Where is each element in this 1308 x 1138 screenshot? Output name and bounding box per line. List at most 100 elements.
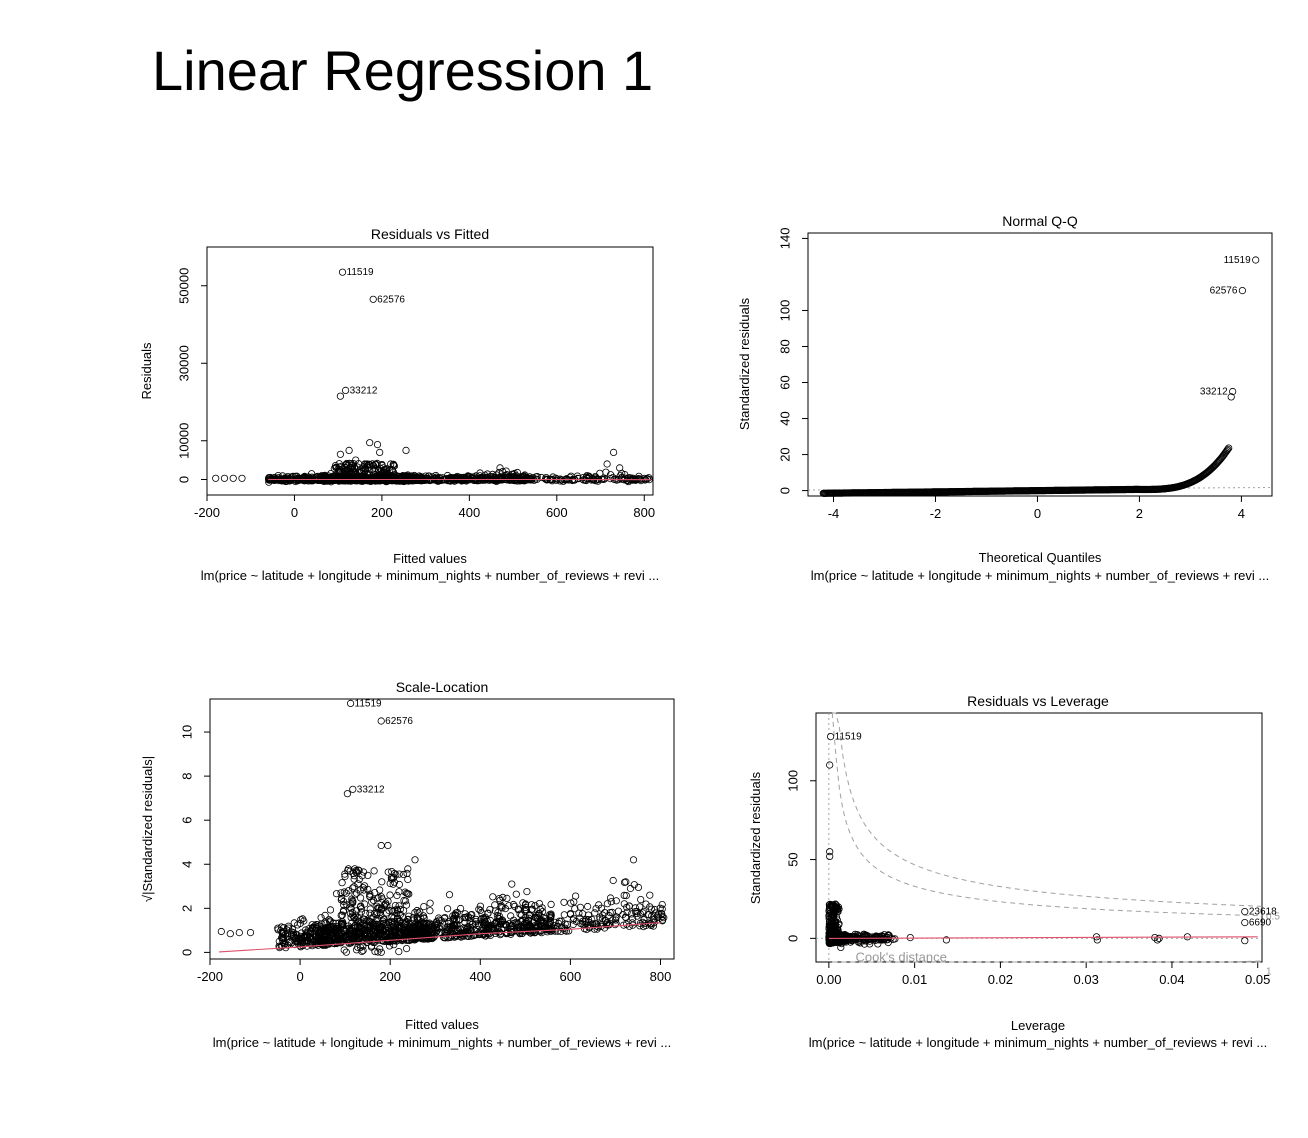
data-point: [411, 933, 419, 941]
data-point: [581, 917, 589, 926]
data-point: [495, 918, 503, 926]
data-point: [296, 942, 304, 950]
data-point: [390, 929, 399, 937]
data-point: [533, 915, 542, 923]
data-point: [521, 471, 529, 479]
data-point: [338, 268, 347, 276]
data-point: [513, 468, 522, 477]
data-point: [366, 909, 374, 917]
data-point: [347, 913, 355, 922]
data-point: [345, 446, 353, 454]
data-point: [335, 934, 343, 942]
data-point: [531, 922, 539, 930]
data-point: [361, 462, 369, 470]
point-label: 33212: [357, 784, 385, 795]
data-point: [334, 465, 342, 473]
data-point: [366, 439, 374, 447]
data-point: [621, 913, 630, 921]
data-point: [626, 884, 635, 893]
data-point: [499, 474, 507, 482]
data-point: [287, 939, 296, 947]
data-point: [332, 890, 341, 898]
x-tick-label: 4: [1238, 506, 1245, 521]
data-point: [475, 905, 483, 913]
data-point: [579, 920, 587, 928]
x-tick-label: 0.00: [816, 972, 841, 987]
data-point: [411, 856, 419, 864]
data-point: [352, 907, 361, 915]
data-point: [349, 785, 357, 793]
data-point: [396, 922, 404, 931]
data-point: [361, 466, 369, 474]
point-label: 23618: [1249, 907, 1277, 918]
data-point: [860, 940, 869, 948]
data-point: [576, 914, 584, 922]
data-point: [335, 463, 344, 471]
data-point: [547, 900, 555, 909]
data-point: [393, 910, 401, 918]
data-point: [560, 911, 568, 919]
data-point: [399, 870, 408, 879]
data-point: [373, 440, 382, 449]
data-point: [420, 476, 428, 484]
point-label: 11519: [1224, 255, 1252, 266]
data-point: [351, 469, 360, 477]
point-label: 33212: [350, 385, 378, 396]
data-point: [829, 905, 837, 914]
data-point: [275, 942, 283, 950]
x-tick-label: 0.03: [1074, 972, 1099, 987]
point-label: 33212: [1200, 387, 1228, 398]
data-point: [501, 921, 509, 929]
data-point: [460, 913, 468, 922]
data-point: [322, 919, 330, 927]
data-point: [825, 918, 834, 926]
x-tick-label: 600: [546, 505, 568, 520]
data-point: [557, 927, 565, 936]
data-point: [217, 927, 225, 936]
data-point: [612, 919, 620, 927]
data-point: [517, 917, 525, 926]
data-point: [370, 867, 378, 875]
y-tick-label: 140: [777, 228, 792, 250]
data-point: [596, 469, 604, 477]
data-point: [321, 911, 329, 920]
data-point: [342, 948, 350, 956]
data-point: [378, 878, 386, 886]
y-tick-label: 10: [179, 725, 194, 739]
data-point: [347, 460, 355, 468]
data-point: [608, 908, 616, 917]
data-point: [829, 938, 837, 947]
data-point: [515, 905, 523, 913]
data-point: [384, 923, 392, 932]
data-point: [445, 474, 453, 482]
data-point: [365, 460, 373, 468]
data-point: [569, 916, 577, 924]
data-point: [584, 911, 593, 919]
data-point: [348, 470, 356, 478]
data-point: [350, 914, 358, 922]
data-point: [399, 928, 408, 936]
data-point: [384, 868, 392, 876]
x-tick-label: 0: [1034, 506, 1041, 521]
data-point: [212, 474, 220, 482]
x-tick-label: 0.05: [1245, 972, 1270, 987]
data-point: [398, 931, 407, 940]
data-point: [556, 477, 564, 485]
data-point: [288, 925, 297, 934]
data-point: [358, 947, 366, 956]
data-point: [542, 473, 550, 482]
data-point: [567, 899, 575, 907]
data-point: [265, 474, 273, 482]
data-point: [277, 927, 285, 935]
data-point: [512, 890, 520, 898]
data-point: [560, 898, 568, 906]
data-point: [609, 876, 617, 885]
chart-title: Scale-Location: [396, 679, 489, 695]
data-point: [344, 462, 352, 470]
data-point: [329, 474, 337, 482]
data-point: [344, 865, 352, 873]
data-point: [833, 925, 841, 933]
data-point: [509, 900, 518, 909]
plot-frame: [807, 232, 1273, 497]
